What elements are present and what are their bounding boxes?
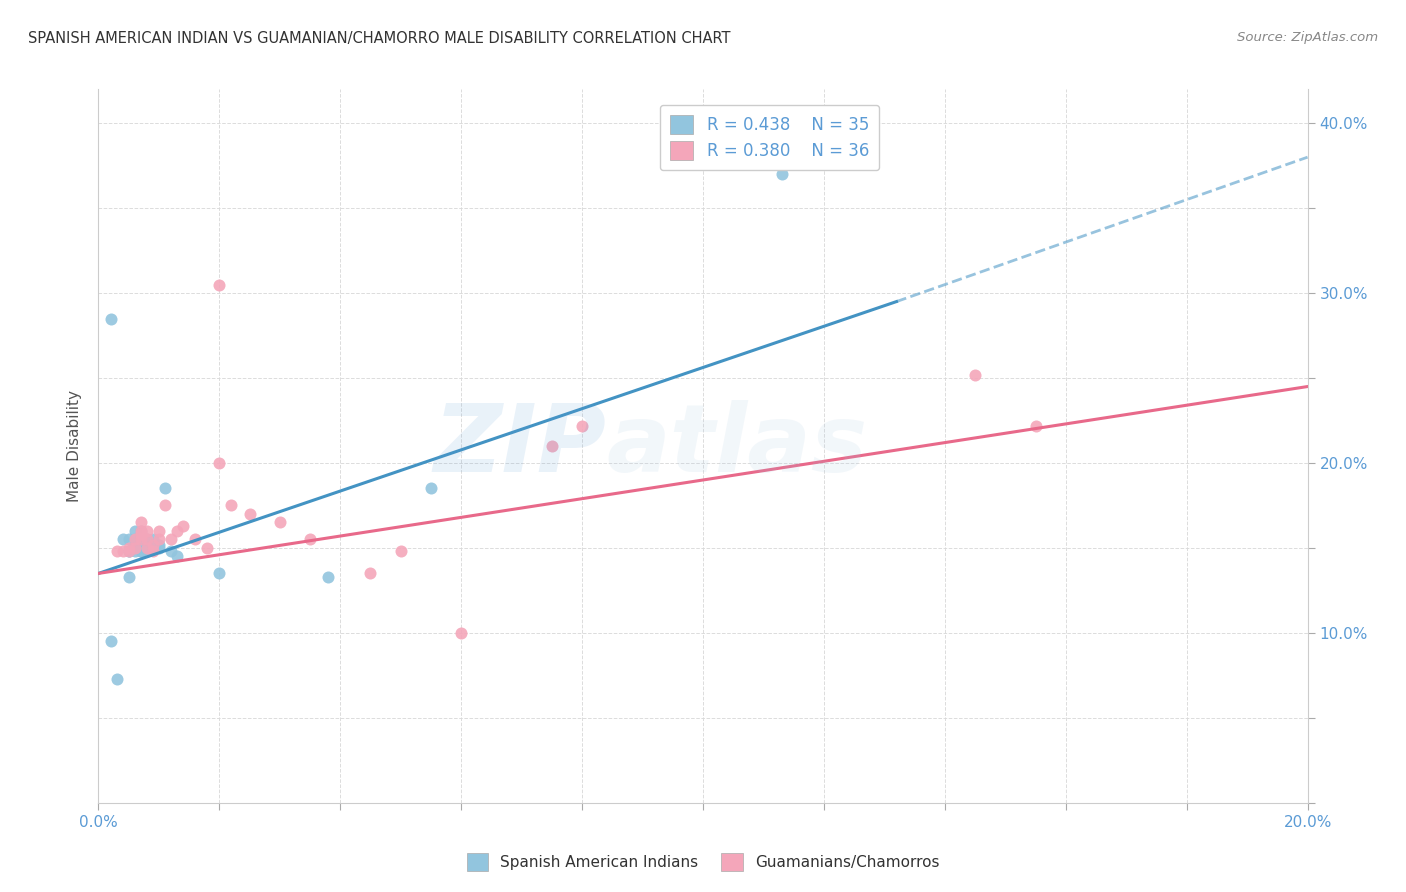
Point — [105, 672, 128, 686]
Point — [129, 537, 152, 551]
Point — [118, 544, 141, 558]
Point — [142, 533, 165, 547]
Y-axis label: Male Disability: Male Disability — [67, 390, 83, 502]
Point — [124, 533, 146, 547]
Point — [100, 311, 122, 326]
Point — [124, 537, 146, 551]
Point — [160, 544, 183, 558]
Point — [153, 482, 176, 496]
Point — [389, 544, 412, 558]
Point — [124, 544, 146, 558]
Point — [135, 533, 157, 547]
Text: SPANISH AMERICAN INDIAN VS GUAMANIAN/CHAMORRO MALE DISABILITY CORRELATION CHART: SPANISH AMERICAN INDIAN VS GUAMANIAN/CHA… — [28, 31, 731, 46]
Point — [153, 499, 176, 513]
Point — [208, 277, 231, 292]
Text: atlas: atlas — [606, 400, 868, 492]
Point — [129, 541, 152, 555]
Point — [111, 544, 134, 558]
Point — [135, 544, 157, 558]
Point — [111, 533, 134, 547]
Point — [160, 533, 183, 547]
Point — [540, 439, 562, 453]
Point — [135, 537, 157, 551]
Point — [124, 541, 146, 555]
Point — [142, 544, 165, 558]
Point — [124, 524, 146, 538]
Point — [184, 533, 207, 547]
Point — [148, 524, 170, 538]
Point — [129, 533, 152, 547]
Point — [166, 549, 188, 564]
Point — [142, 537, 165, 551]
Point — [172, 519, 194, 533]
Point — [221, 499, 243, 513]
Point — [129, 524, 152, 538]
Point — [148, 541, 170, 555]
Point — [148, 533, 170, 547]
Point — [100, 634, 122, 648]
Point — [135, 533, 157, 547]
Point — [118, 533, 141, 547]
Point — [129, 533, 152, 547]
Point — [360, 566, 382, 581]
Point — [129, 544, 152, 558]
Point — [208, 566, 231, 581]
Point — [124, 533, 146, 547]
Point — [129, 524, 152, 538]
Point — [129, 516, 152, 530]
Point — [142, 541, 165, 555]
Point — [124, 541, 146, 555]
Point — [316, 570, 339, 584]
Text: ZIP: ZIP — [433, 400, 606, 492]
Point — [195, 541, 218, 555]
Point — [118, 544, 141, 558]
Point — [450, 626, 472, 640]
Point — [135, 541, 157, 555]
Point — [571, 418, 593, 433]
Text: Source: ZipAtlas.com: Source: ZipAtlas.com — [1237, 31, 1378, 45]
Point — [1024, 418, 1046, 433]
Point — [129, 544, 152, 558]
Point — [299, 533, 322, 547]
Point — [118, 570, 141, 584]
Point — [118, 544, 141, 558]
Point — [239, 507, 262, 521]
Point — [148, 537, 170, 551]
Legend: Spanish American Indians, Guamanians/Chamorros: Spanish American Indians, Guamanians/Cha… — [461, 847, 945, 877]
Point — [770, 167, 793, 181]
Point — [129, 527, 152, 541]
Point — [420, 482, 443, 496]
Point — [965, 368, 987, 382]
Point — [208, 456, 231, 470]
Point — [118, 541, 141, 555]
Point — [269, 516, 291, 530]
Point — [166, 524, 188, 538]
Point — [129, 544, 152, 558]
Point — [135, 524, 157, 538]
Point — [105, 544, 128, 558]
Point — [135, 541, 157, 555]
